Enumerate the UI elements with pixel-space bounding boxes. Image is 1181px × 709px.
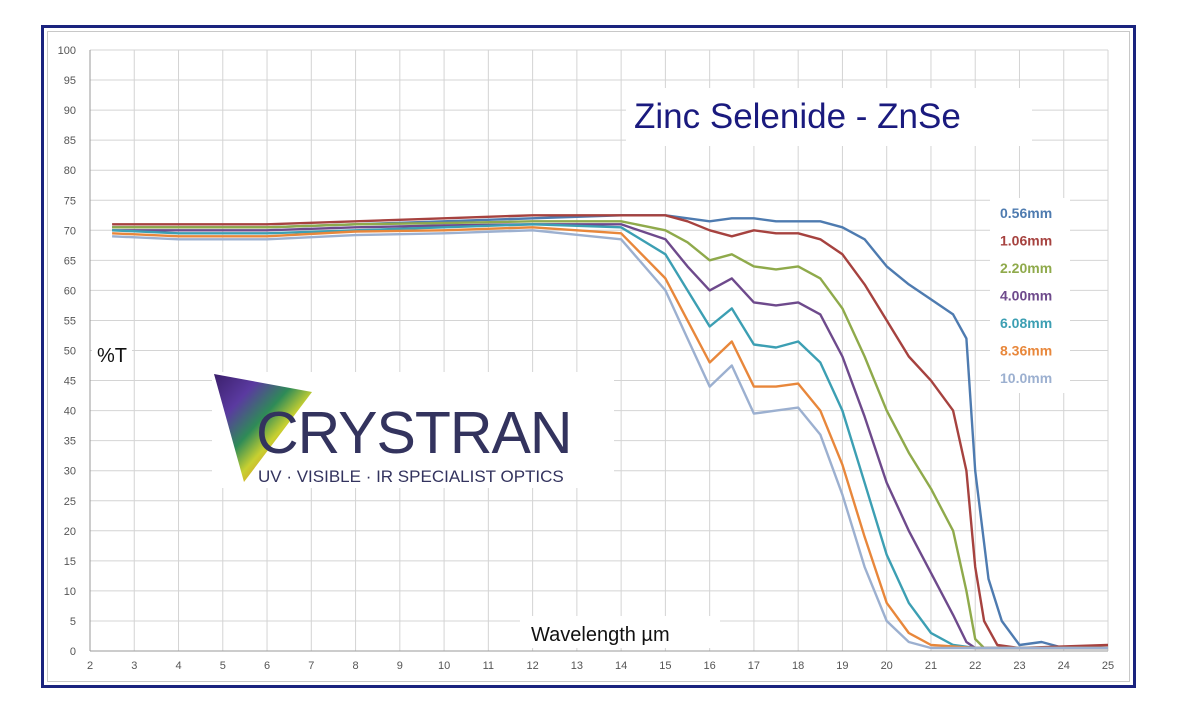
y-tick-label: 65 [64, 255, 76, 267]
y-tick-label: 80 [64, 165, 76, 177]
x-axis-label: Wavelength µm [531, 624, 670, 646]
x-tick-label: 12 [526, 660, 538, 672]
y-tick-label: 30 [64, 466, 76, 478]
x-tick-label: 11 [483, 660, 494, 672]
legend: 0.56mm 1.06mm 2.20mm 4.00mm 6.08mm 8.36mm 10.0… [990, 198, 1070, 393]
y-tick-label: 95 [64, 75, 76, 87]
x-tick-label: 15 [659, 660, 671, 672]
series-lines [112, 214, 1109, 650]
x-tick-label: 14 [615, 660, 627, 672]
y-tick-label: 55 [64, 315, 76, 327]
legend-entry: 4.00mm [1000, 288, 1052, 304]
y-tick-label: 35 [64, 436, 76, 448]
x-tick-label: 16 [704, 660, 716, 672]
legend-entry: 8.36mm [1000, 343, 1052, 359]
x-tick-label: 3 [131, 660, 137, 672]
series-line-10.0mm [112, 229, 1108, 650]
x-tick-label: 9 [397, 660, 403, 672]
crystran-logo: CRYSTRAN UV · VISIBLE · IR SPECIALIST OP… [212, 372, 614, 488]
series-line-2.20mm [112, 220, 1108, 650]
x-tick-label: 13 [571, 660, 583, 672]
series-line-6.08mm [112, 223, 1108, 650]
y-tick-label: 0 [70, 646, 76, 658]
x-tick-label: 19 [836, 660, 848, 672]
series-line-4.00mm [112, 223, 1108, 650]
y-tick-label: 85 [64, 135, 76, 147]
x-tick-label: 7 [308, 660, 314, 672]
y-tick-label: 45 [64, 376, 76, 388]
x-tick-label: 24 [1058, 660, 1070, 672]
x-tick-label: 10 [438, 660, 450, 672]
x-tick-label: 21 [925, 660, 937, 672]
y-tick-label: 5 [70, 616, 76, 628]
y-tick-label: 25 [64, 496, 76, 508]
y-axis-label: %T [97, 345, 127, 367]
x-tick-label: 4 [175, 660, 181, 672]
legend-entry: 10.0mm [1000, 370, 1052, 386]
x-tick-label: 20 [881, 660, 893, 672]
legend-entry: 6.08mm [1000, 315, 1052, 331]
x-tick-label: 17 [748, 660, 760, 672]
logo-tagline: UV · VISIBLE · IR SPECIALIST OPTICS [258, 467, 564, 486]
x-tick-label: 5 [220, 660, 226, 672]
y-tick-label: 40 [64, 406, 76, 418]
x-tick-labels: 2 3 4 5 6 7 8 9 10 11 12 13 14 15 16 17 18 19 20 21 22 23 24 25 [87, 660, 1114, 672]
logo-word: CRYSTRAN [256, 400, 571, 466]
x-tick-label: 23 [1013, 660, 1025, 672]
y-tick-label: 75 [64, 195, 76, 207]
spectrum-triangle-icon [214, 374, 312, 482]
series-line-1.06mm [112, 214, 1109, 650]
series-line-0.56mm [112, 214, 1108, 650]
y-tick-label: 20 [64, 526, 76, 538]
y-tick-label: 100 [58, 45, 76, 57]
x-tick-label: 18 [792, 660, 804, 672]
y-tick-label: 70 [64, 225, 76, 237]
legend-box [990, 198, 1070, 393]
y-tick-label: 90 [64, 105, 76, 117]
x-tick-label: 25 [1102, 660, 1114, 672]
x-tick-label: 2 [87, 660, 93, 672]
y-tick-label: 10 [64, 586, 76, 598]
chart-title: Zinc Selenide - ZnSe [634, 97, 961, 136]
y-tick-label: 60 [64, 285, 76, 297]
y-tick-labels: 0 5 10 15 20 25 30 35 40 45 50 55 60 65 70 75 80 85 90 95 10… [58, 45, 76, 658]
x-tick-label: 22 [969, 660, 981, 672]
plot-frame [47, 31, 1130, 682]
x-tick-label: 6 [264, 660, 270, 672]
y-tick-label: 15 [64, 556, 76, 568]
legend-entry: 2.20mm [1000, 260, 1052, 276]
y-tick-label: 50 [64, 346, 76, 358]
series-line-8.36mm [112, 226, 1108, 650]
legend-entry: 0.56mm [1000, 205, 1052, 221]
legend-entry: 1.06mm [1000, 233, 1052, 249]
x-tick-label: 8 [353, 660, 359, 672]
